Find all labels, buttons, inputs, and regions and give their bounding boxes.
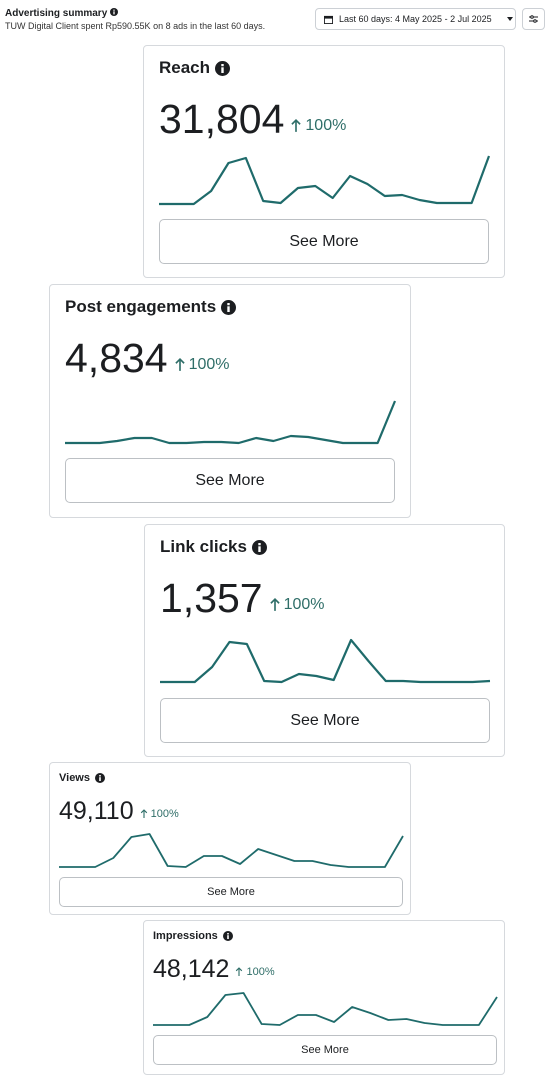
sparkline-area	[65, 400, 397, 445]
see-more-button[interactable]: See More	[153, 1035, 497, 1065]
metric-card: Impressions 48,142 100% See More	[143, 920, 505, 1075]
metric-value: 49,110	[59, 797, 134, 825]
calendar-icon	[324, 15, 333, 24]
date-range-button[interactable]: Last 60 days: 4 May 2025 - 2 Jul 2025	[315, 8, 516, 30]
sparkline	[160, 638, 491, 684]
change-text: 100%	[246, 966, 275, 978]
filter-icon	[529, 15, 538, 23]
metric: 31,804 100%	[159, 96, 346, 143]
sparkline	[65, 400, 397, 445]
see-more-button[interactable]: See More	[65, 458, 395, 503]
info-icon[interactable]	[221, 299, 237, 315]
see-more-button[interactable]: See More	[160, 698, 490, 743]
up-arrow	[269, 598, 280, 611]
metric: 1,357 100%	[160, 575, 325, 622]
see-more-button[interactable]: See More	[159, 219, 489, 264]
info-icon[interactable]	[222, 931, 233, 941]
card-title-text: Views	[59, 772, 90, 784]
change-text: 100%	[150, 808, 179, 820]
sparkline	[153, 992, 498, 1026]
up-arrow	[140, 809, 147, 818]
card-title-text: Link clicks	[160, 537, 247, 556]
card-title: Post engagements	[65, 297, 237, 317]
change-text: 100%	[188, 356, 230, 373]
up-arrow	[174, 358, 185, 371]
metric-card: Reach 31,804 100% See More	[143, 45, 505, 278]
card-title: Views	[59, 772, 105, 784]
metric-change: 100%	[290, 117, 346, 135]
sparkline-area	[159, 155, 491, 206]
up-arrow	[291, 119, 302, 132]
summary-subtitle: TUW Digital Client spent Rp590.55K on 8 …	[5, 21, 266, 31]
sparkline-area	[59, 833, 404, 868]
metric-value: 48,142	[153, 955, 230, 983]
sparkline-area	[160, 638, 491, 684]
metric: 49,110 100%	[59, 797, 179, 826]
metric-card: Post engagements 4,834 100% See More	[49, 284, 411, 518]
card-title-text: Reach	[159, 58, 211, 77]
info-icon[interactable]	[251, 539, 267, 555]
sparkline	[59, 833, 404, 868]
metric: 4,834 100%	[65, 335, 230, 382]
dropdown-icon	[506, 17, 513, 21]
sparkline-area	[153, 992, 498, 1026]
metric-change: 100%	[269, 596, 325, 614]
see-more-button[interactable]: See More	[59, 877, 403, 907]
card-title-text: Post engagements	[65, 297, 217, 316]
metric: 48,142 100%	[153, 955, 275, 984]
change-text: 100%	[305, 117, 347, 134]
date-range: Last 60 days: 4 May 2025 - 2 Jul 2025	[339, 14, 492, 24]
metric-value: 1,357	[160, 575, 263, 621]
metric-change: 100%	[174, 356, 230, 374]
metric-value: 31,804	[159, 96, 285, 142]
sparkline	[159, 155, 491, 206]
metric-change: 100%	[140, 808, 179, 820]
up-arrow	[236, 967, 243, 976]
card-title: Impressions	[153, 930, 233, 942]
summary-title: Advertising summary	[5, 8, 119, 19]
metric-value: 4,834	[65, 335, 168, 381]
metric-change: 100%	[235, 966, 275, 978]
info-icon[interactable]	[110, 8, 119, 16]
info-icon[interactable]	[215, 60, 231, 76]
card-title-text: Impressions	[153, 930, 218, 942]
change-text: 100%	[283, 596, 325, 613]
metric-card: Views 49,110 100% See More	[49, 762, 411, 915]
metric-card: Link clicks 1,357 100% See More	[144, 524, 505, 757]
filter-button[interactable]	[522, 8, 545, 30]
card-title: Reach	[159, 58, 231, 78]
info-icon[interactable]	[95, 773, 105, 783]
card-title: Link clicks	[160, 537, 267, 557]
